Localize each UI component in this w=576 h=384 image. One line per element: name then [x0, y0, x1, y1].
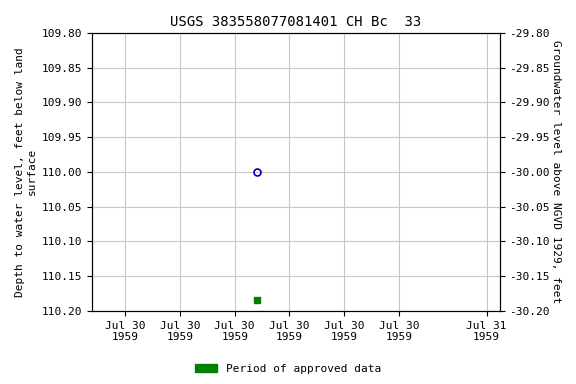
Legend: Period of approved data: Period of approved data — [191, 359, 385, 379]
Title: USGS 383558077081401 CH Bc  33: USGS 383558077081401 CH Bc 33 — [170, 15, 422, 29]
Y-axis label: Depth to water level, feet below land
surface: Depth to water level, feet below land su… — [15, 47, 37, 297]
Y-axis label: Groundwater level above NGVD 1929, feet: Groundwater level above NGVD 1929, feet — [551, 40, 561, 303]
